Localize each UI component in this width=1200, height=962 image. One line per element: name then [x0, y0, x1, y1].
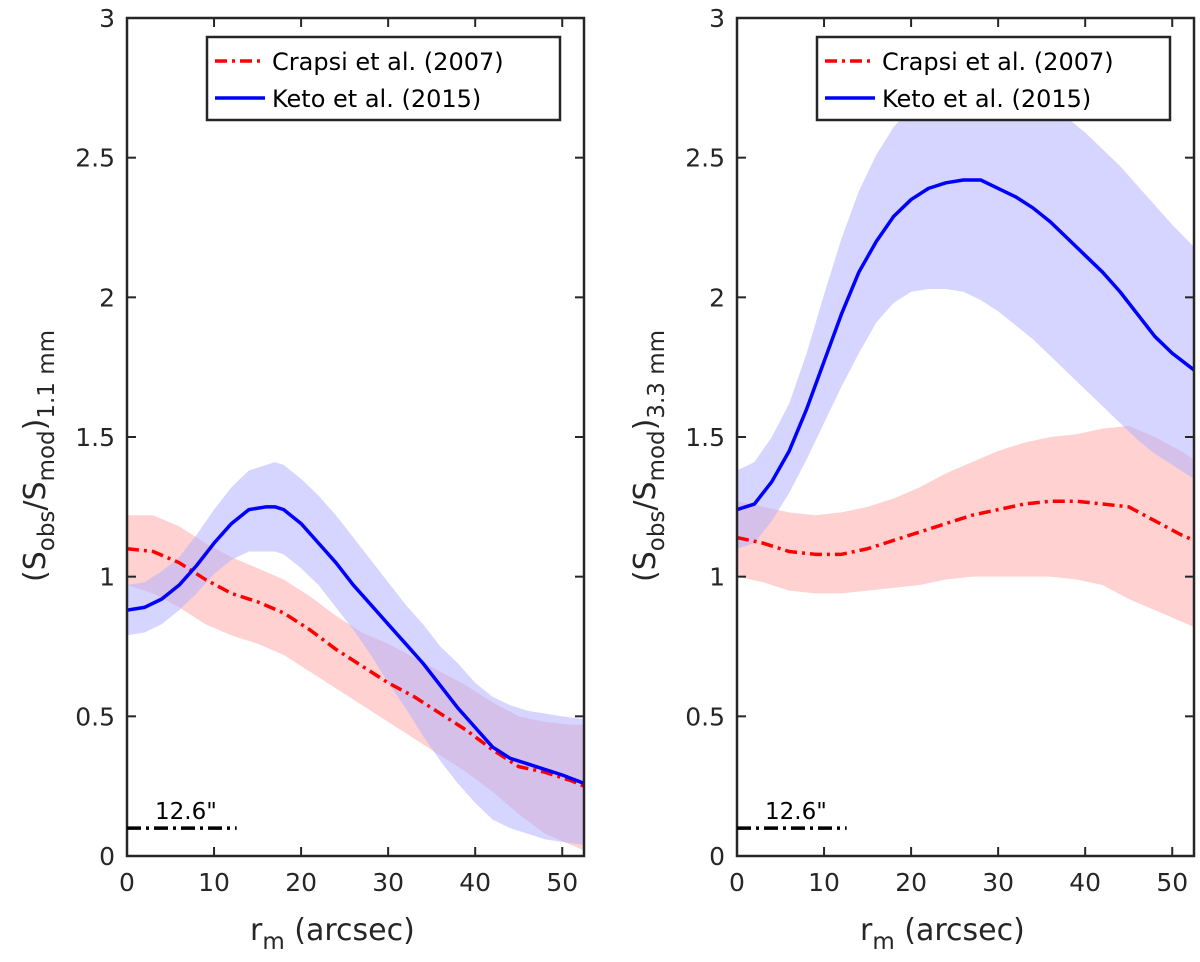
left-x-tick-label: 20 — [285, 868, 317, 897]
left-keto-error-band — [127, 462, 584, 845]
right-x-tick-label: 40 — [1069, 868, 1101, 897]
right-legend: Crapsi et al. (2007) Keto et al. (2015) — [815, 35, 1172, 122]
left-axes-frame — [125, 16, 586, 858]
right-scale-bar-label: 12.6" — [765, 799, 827, 825]
left-series-lines — [127, 505, 584, 788]
right-crapsi-line — [737, 499, 1194, 557]
right-y-axis-label: (Sobs/Smod)3.3 mm — [628, 330, 670, 582]
left-y-tick-label: 1.5 — [75, 423, 115, 452]
right-x-tick-label: 10 — [808, 868, 840, 897]
right-y-tick-label: 2 — [709, 283, 725, 312]
right-legend-crapsi-label: Crapsi et al. (2007) — [882, 48, 1114, 76]
right-y-tick-label: 2.5 — [685, 144, 725, 173]
left-x-tick-label: 0 — [119, 868, 135, 897]
right-y-tick-label: 3 — [709, 4, 725, 33]
right-keto-error-band — [737, 76, 1194, 549]
left-tick-labels: 0 10 20 30 40 50 0 0.5 1 1.5 2 2.5 3 — [75, 4, 578, 897]
left-error-bands — [127, 462, 584, 851]
left-y-tick-label: 2.5 — [75, 144, 115, 173]
left-x-tick-label: 50 — [546, 868, 578, 897]
right-panel: 0 10 20 30 40 50 0 0.5 1 1.5 2 2.5 3 12.6" Crapsi et… — [628, 4, 1196, 955]
left-panel: 0 10 20 30 40 50 0 0.5 1 1.5 2 2.5 3 12.6" Crapsi et… — [18, 4, 586, 955]
left-x-tick-label: 30 — [372, 868, 404, 897]
right-keto-line — [737, 178, 1194, 512]
right-legend-keto-label: Keto et al. (2015) — [882, 85, 1091, 113]
right-x-tick-label: 30 — [982, 868, 1014, 897]
right-x-tick-label: 50 — [1156, 868, 1188, 897]
right-x-tick-label: 0 — [729, 868, 745, 897]
left-y-axis-label: (Sobs/Smod)1.1 mm — [18, 330, 60, 582]
left-x-tick-label: 40 — [459, 868, 491, 897]
right-series-lines — [737, 178, 1194, 557]
right-x-axis-label: rm (arcsec) — [860, 913, 1025, 955]
left-y-tick-label: 0.5 — [75, 702, 115, 731]
left-legend-crapsi-label: Crapsi et al. (2007) — [272, 48, 504, 76]
right-y-tick-label: 0 — [709, 842, 725, 871]
left-legend-box — [205, 35, 562, 122]
left-legend: Crapsi et al. (2007) Keto et al. (2015) — [205, 35, 562, 122]
right-x-tick-label: 20 — [895, 868, 927, 897]
right-crapsi-error-band — [737, 425, 1194, 627]
left-crapsi-line — [127, 546, 584, 788]
left-legend-keto-label: Keto et al. (2015) — [272, 85, 481, 113]
left-y-tick-label: 3 — [99, 4, 115, 33]
right-y-tick-label: 0.5 — [685, 702, 725, 731]
right-y-tick-label: 1.5 — [685, 423, 725, 452]
left-y-tick-label: 1 — [99, 563, 115, 592]
left-keto-line — [127, 505, 584, 786]
left-scale-bar-label: 12.6" — [155, 799, 217, 825]
right-axes-frame — [735, 16, 1196, 858]
right-error-bands — [737, 76, 1194, 627]
left-x-tick-label: 10 — [198, 868, 230, 897]
left-x-axis-label: rm (arcsec) — [250, 913, 415, 955]
right-scale-bar: 12.6" — [737, 799, 847, 830]
right-tick-labels: 0 10 20 30 40 50 0 0.5 1 1.5 2 2.5 3 — [685, 4, 1188, 897]
left-y-tick-label: 0 — [99, 842, 115, 871]
right-y-tick-label: 1 — [709, 563, 725, 592]
left-scale-bar: 12.6" — [127, 799, 237, 830]
left-y-tick-label: 2 — [99, 283, 115, 312]
right-legend-box — [815, 35, 1172, 122]
